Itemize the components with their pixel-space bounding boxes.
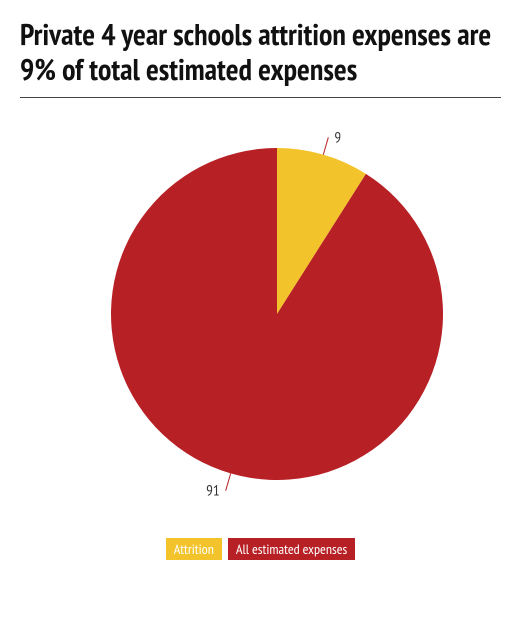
pie-slice-all-estimated-expenses bbox=[111, 148, 443, 480]
legend-item-all-estimated-expenses: All estimated expenses bbox=[228, 538, 355, 560]
leader-line bbox=[323, 137, 328, 154]
leader-line bbox=[226, 473, 231, 490]
legend: Attrition All estimated expenses bbox=[20, 538, 501, 560]
pie-chart: 9 91 bbox=[20, 124, 501, 524]
slice-label: 91 bbox=[206, 482, 220, 501]
page-title: Private 4 year schools attrition expense… bbox=[20, 18, 501, 87]
figure-container: Private 4 year schools attrition expense… bbox=[0, 0, 521, 638]
slice-label: 9 bbox=[334, 128, 341, 147]
legend-item-attrition: Attrition bbox=[166, 538, 222, 560]
title-rule bbox=[20, 97, 501, 98]
